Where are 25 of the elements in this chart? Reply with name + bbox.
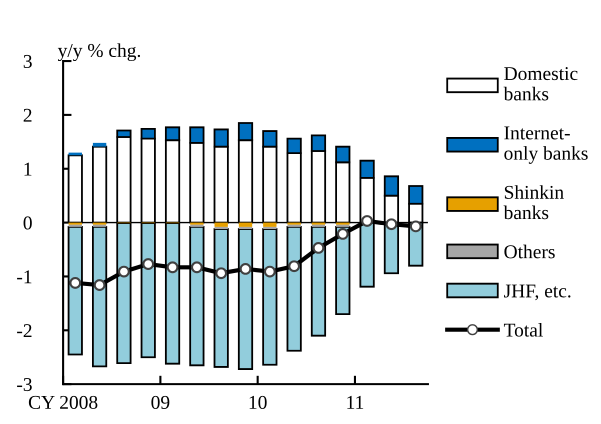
- y-tick-label: -1: [17, 270, 32, 284]
- x-tick-label: 09: [151, 396, 170, 409]
- y-axis-title: y/y % chg.: [58, 43, 140, 62]
- bar: [92, 142, 106, 147]
- bar: [214, 226, 228, 230]
- x-tick-label: CY 2008: [28, 396, 98, 409]
- y-tick-label: 1: [24, 162, 32, 176]
- legend-label: Domestic banks: [504, 67, 578, 100]
- y-tick-label: 0: [24, 216, 32, 230]
- y-tick-label: -3: [17, 378, 32, 392]
- legend-label: Internet- only banks: [504, 126, 588, 164]
- legend-label: Total: [504, 322, 543, 337]
- bar: [238, 226, 252, 230]
- x-tick-label: 11: [347, 396, 364, 409]
- bar: [238, 222, 252, 227]
- bar: [214, 222, 228, 227]
- legend-label: JHF, etc.: [504, 284, 570, 300]
- legend-label: Shinkin banks: [504, 185, 564, 220]
- y-tick-label: -2: [17, 324, 32, 338]
- bar: [263, 226, 277, 230]
- y-tick-label: 2: [24, 108, 32, 122]
- x-tick-label: 10: [250, 396, 267, 409]
- bar: [263, 222, 277, 227]
- y-tick-label: 3: [24, 54, 32, 68]
- legend-label: Others: [504, 244, 555, 258]
